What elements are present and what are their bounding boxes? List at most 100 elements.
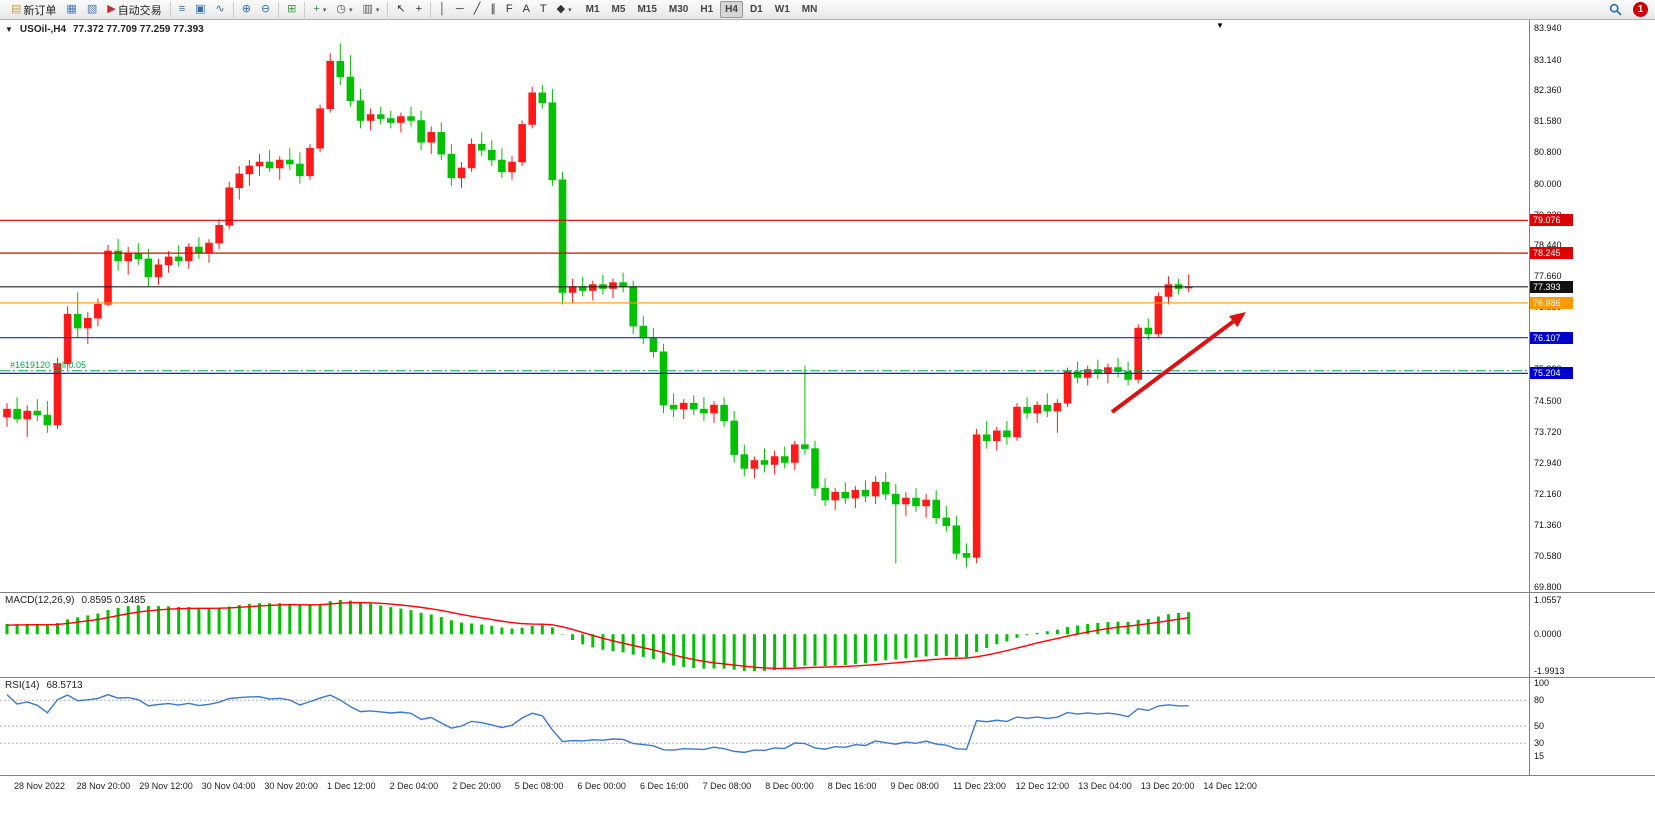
horizontal-line-button[interactable]: ─	[452, 1, 468, 18]
price-tick: 81.580	[1534, 116, 1562, 127]
toolbar-group: ⊕ ⊖	[234, 1, 280, 18]
timeframe-mn-button[interactable]: MN	[797, 1, 823, 18]
auto-trading-button-label: 自动交易	[117, 4, 162, 17]
time-label: 13 Dec 20:00	[1140, 781, 1195, 791]
bottom-strip	[0, 800, 1655, 821]
macd-signal-line	[6, 601, 1189, 670]
toolbar-group: │ ─ ╱ ∥ F A T ◆ ▾	[431, 2, 580, 18]
horizontal-lines	[0, 219, 1528, 374]
time-label: 29 Nov 12:00	[139, 781, 193, 791]
macd-tick: -1.9913	[1534, 666, 1565, 676]
rsi-tick: 15	[1534, 751, 1545, 762]
price-badge: 79.076	[1530, 214, 1573, 227]
auto-trading-button[interactable]: ▶ 自动交易	[103, 1, 165, 18]
search-icon	[1609, 3, 1622, 16]
equidistant-channel-icon: ∥	[490, 3, 496, 15]
chart-window-icon: ▦	[66, 3, 77, 15]
caret-down-icon: ▾	[348, 6, 353, 14]
price-badge: 76.986	[1530, 296, 1573, 309]
time-label: 6 Dec 00:00	[577, 781, 626, 791]
toolbar-group: + ▾ ◷ ▾ ▥ ▾	[305, 1, 389, 18]
chart-window-button[interactable]: ▦	[62, 1, 80, 18]
crosshair-button[interactable]: +	[412, 1, 426, 18]
timeframe-d1-button[interactable]: D1	[745, 1, 768, 18]
indicators-icon: +	[313, 3, 320, 15]
macd-svg[interactable]	[0, 593, 1528, 678]
rsi-tick: 30	[1534, 738, 1545, 749]
notification-badge[interactable]: 1	[1633, 2, 1648, 17]
timeframe-w1-button[interactable]: W1	[770, 1, 795, 18]
main-chart-svg[interactable]: #1619120 sell 0.05	[0, 20, 1528, 592]
profiles-button[interactable]: ▧	[83, 1, 101, 18]
toolbar-groups: ▤ 新订单 ▦ ▧ ▶ 自动交易 ≡ ▣ ∿ ⊕ ⊖ ⊞ + ▾ ◷ ▾ ▥ ▾ ↖ + │ ─ ╱ ∥ F A T ◆ ▾	[3, 0, 580, 19]
rsi-axis: 100 80 50 30 15	[1529, 678, 1655, 775]
line-chart-button[interactable]: ∿	[212, 1, 229, 18]
toolbar: ▤ 新订单 ▦ ▧ ▶ 自动交易 ≡ ▣ ∿ ⊕ ⊖ ⊞ + ▾ ◷ ▾ ▥ ▾ ↖ + │ ─ ╱ ∥ F A T ◆ ▾ M1 M5 M…	[0, 0, 1655, 20]
time-label: 28 Nov 2022	[14, 781, 66, 791]
ohlc-values: 77.372 77.709 77.259 77.393	[73, 24, 204, 35]
cursor-icon: ↖	[396, 3, 406, 15]
timeframe-m15-button[interactable]: M15	[632, 1, 661, 18]
time-label: 30 Nov 20:00	[264, 781, 318, 791]
rsi-svg[interactable]	[0, 678, 1528, 776]
cursor-button[interactable]: ↖	[392, 1, 409, 18]
price-tick: 77.660	[1534, 271, 1562, 282]
fibonacci-button[interactable]: F	[502, 1, 517, 18]
period-button[interactable]: ◷ ▾	[332, 1, 356, 18]
timeframe-h4-button[interactable]: H4	[720, 1, 743, 18]
equidistant-channel-button[interactable]: ∥	[486, 1, 500, 18]
candles	[3, 43, 1193, 568]
time-axis: 28 Nov 2022 28 Nov 20:00 29 Nov 12:00 30 No…	[0, 775, 1655, 800]
price-tick: 71.360	[1534, 520, 1562, 531]
zoom-in-button[interactable]: ⊕	[238, 1, 255, 18]
timeframe-m5-button[interactable]: M5	[607, 1, 631, 18]
rsi-label: RSI(14) 68.5713	[5, 680, 83, 691]
vertical-line-button[interactable]: │	[435, 1, 450, 18]
trend-arrow-head	[1228, 312, 1246, 328]
price-tick: 83.140	[1534, 54, 1562, 65]
timeframe-m1-button[interactable]: M1	[581, 1, 605, 18]
timeframe-group: M1 M5 M15 M30 H1 H4 D1 W1 MN	[580, 0, 824, 19]
rsi-name: RSI(14)	[5, 680, 40, 691]
time-label: 12 Dec 12:00	[1015, 781, 1070, 791]
chart-shift-icon: ▼	[1216, 21, 1224, 30]
text-icon: A	[522, 3, 530, 15]
crosshair-icon: +	[415, 3, 423, 15]
candlestick-chart-button[interactable]: ▣	[191, 1, 209, 18]
rsi-tick: 80	[1534, 695, 1545, 706]
time-label: 6 Dec 16:00	[640, 781, 689, 791]
bar-chart-button[interactable]: ≡	[175, 1, 189, 18]
timeframe-m30-button[interactable]: M30	[664, 1, 693, 18]
search-button[interactable]	[1605, 1, 1626, 18]
macd-axis: 1.0557 0.0000 -1.9913	[1529, 593, 1655, 677]
price-badge: 77.393	[1530, 280, 1573, 293]
new-order-button[interactable]: ▤ 新订单	[7, 1, 60, 18]
text-label-button[interactable]: T	[536, 1, 551, 18]
period-icon: ◷	[336, 3, 346, 15]
templates-button[interactable]: ▥ ▾	[358, 1, 383, 18]
arrows-button[interactable]: ◆ ▾	[553, 1, 576, 18]
collapse-triangle-icon[interactable]: ▼	[5, 25, 13, 34]
trendline-button[interactable]: ╱	[470, 1, 485, 18]
price-tick: 83.940	[1534, 23, 1562, 33]
time-label: 9 Dec 08:00	[890, 781, 939, 791]
macd-panel: MACD(12,26,9) 0.8595 0.3485 1.0557 0.0000…	[0, 592, 1655, 677]
text-label-icon: T	[539, 3, 547, 15]
toolbar-right: 1	[1604, 1, 1652, 18]
zoom-out-button[interactable]: ⊖	[257, 1, 274, 18]
time-label: 30 Nov 04:00	[201, 781, 256, 791]
vertical-line-icon: │	[439, 3, 446, 15]
macd-tick: 0.0000	[1534, 629, 1562, 640]
timeframe-h1-button[interactable]: H1	[695, 1, 718, 18]
toolbar-group: ⊞	[279, 1, 306, 18]
indicators-button[interactable]: + ▾	[309, 1, 330, 18]
trendline-icon: ╱	[473, 3, 481, 15]
chart-window: #1619120 sell 0.05 ▼ USOil-,H4 77.372 77…	[0, 20, 1655, 822]
time-label: 11 Dec 23:00	[953, 781, 1006, 791]
time-label: 5 Dec 08:00	[514, 781, 564, 791]
profiles-icon: ▧	[86, 3, 98, 15]
time-label: 7 Dec 08:00	[702, 781, 752, 791]
tile-windows-button[interactable]: ⊞	[283, 1, 300, 18]
caret-down-icon: ▾	[375, 6, 380, 14]
text-button[interactable]: A	[519, 1, 534, 18]
